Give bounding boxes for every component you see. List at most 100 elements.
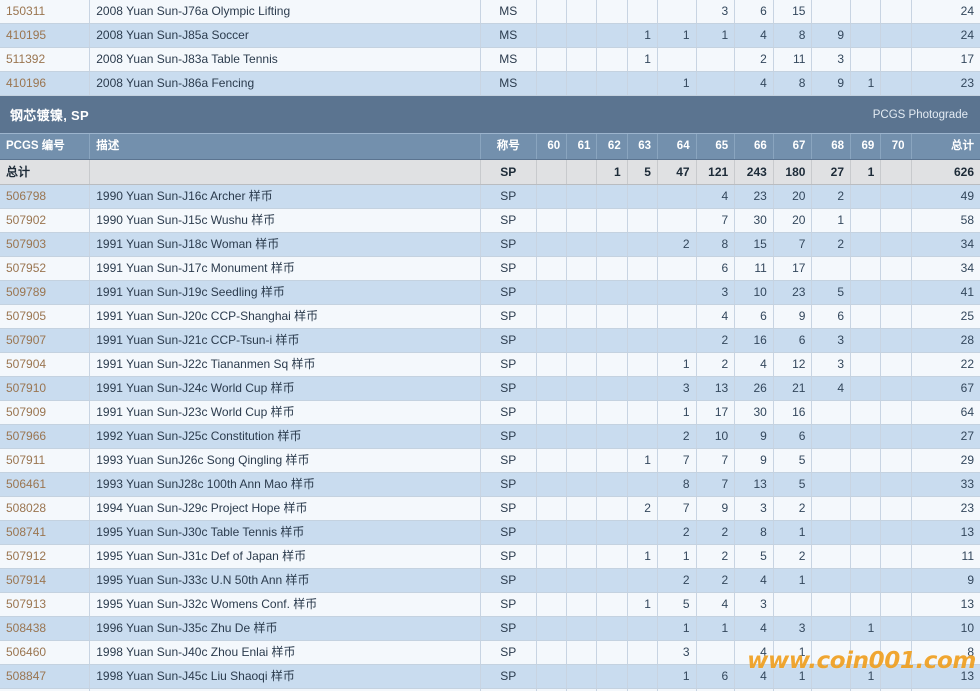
col-header-grade-67[interactable]: 67 (773, 134, 813, 160)
cell-pcgs-number[interactable]: 507907 (0, 328, 91, 353)
cell-pcgs-number[interactable]: 507966 (0, 424, 91, 449)
cell-pcgs-number[interactable]: 511392 (0, 47, 91, 72)
table-row[interactable]: 507907 1991 Yuan Sun-J21c CCP-Tsun-i 样币 SP… (0, 328, 980, 353)
cell-grade-63 (627, 616, 658, 641)
table-row[interactable]: 506460 1998 Yuan Sun-J40c Zhou Enlai 样币 SP… (0, 640, 980, 665)
cell-pcgs-number[interactable]: 507904 (0, 352, 91, 377)
cell-grade-70 (880, 23, 912, 48)
table-row[interactable]: 507913 1995 Yuan Sun-J32c Womens Conf. 样币… (0, 592, 980, 617)
table-row[interactable]: 509789 1991 Yuan Sun-J19c Seedling 样币 SP 3 1… (0, 280, 980, 305)
cell-pcgs-number[interactable]: 506460 (0, 640, 91, 665)
cell-designation: SP (480, 568, 537, 593)
cell-pcgs-number[interactable]: 507912 (0, 544, 91, 569)
cell-pcgs-number[interactable]: 508438 (0, 616, 91, 641)
cell-grade-69: 1 (850, 71, 882, 96)
table-row[interactable]: 507912 1995 Yuan Sun-J31c Def of Japan 样币… (0, 544, 980, 569)
cell-description: 1993 Yuan SunJ26c Song Qingling 样币 (89, 448, 481, 473)
table-row[interactable]: 507914 1995 Yuan Sun-J33c U.N 50th Ann 样币… (0, 568, 980, 593)
totals-grade-66: 243 (734, 159, 774, 185)
table-row[interactable]: 507911 1993 Yuan SunJ26c Song Qingling 样币… (0, 448, 980, 473)
cell-total: 33 (911, 472, 980, 497)
cell-pcgs-number[interactable]: 507911 (0, 448, 91, 473)
cell-pcgs-number[interactable]: 507952 (0, 256, 91, 281)
col-header-total[interactable]: 总计 (911, 134, 980, 160)
col-header-pcgs-number[interactable]: PCGS 编号 (0, 134, 91, 160)
col-header-grade-70[interactable]: 70 (880, 134, 912, 160)
cell-grade-64: 3 (657, 376, 697, 401)
cell-pcgs-number[interactable]: 506461 (0, 472, 91, 497)
cell-grade-61 (566, 520, 598, 545)
cell-pcgs-number[interactable]: 150311 (0, 0, 91, 24)
cell-pcgs-number[interactable]: 507905 (0, 304, 91, 329)
table-row[interactable]: 506798 1990 Yuan Sun-J16c Archer 样币 SP 4 23 2… (0, 184, 980, 209)
cell-pcgs-number[interactable]: 507903 (0, 232, 91, 257)
table-row[interactable]: 507909 1991 Yuan Sun-J23c World Cup 样币 SP 1… (0, 400, 980, 425)
table-row[interactable]: 150311 2008 Yuan Sun-J76a Olympic Lifting… (0, 0, 980, 24)
col-header-grade-60[interactable]: 60 (536, 134, 568, 160)
col-header-description[interactable]: 描述 (89, 134, 481, 160)
cell-grade-65 (696, 47, 736, 72)
table-row[interactable]: 508847 1998 Yuan Sun-J45c Liu Shaoqi 样币 SP… (0, 664, 980, 689)
cell-grade-66: 4 (734, 352, 774, 377)
col-header-grade-65[interactable]: 65 (696, 134, 736, 160)
cell-grade-70 (880, 400, 912, 425)
top-continuation-table: 150311 2008 Yuan Sun-J76a Olympic Lifting… (0, 0, 980, 96)
cell-pcgs-number[interactable]: 507909 (0, 400, 91, 425)
col-header-designation[interactable]: 称号 (480, 134, 537, 160)
col-header-grade-63[interactable]: 63 (627, 134, 658, 160)
col-header-grade-64[interactable]: 64 (657, 134, 697, 160)
cell-grade-68: 2 (811, 232, 852, 257)
cell-pcgs-number[interactable]: 507902 (0, 208, 91, 233)
cell-pcgs-number[interactable]: 508847 (0, 664, 91, 689)
cell-grade-68: 3 (811, 328, 852, 353)
cell-pcgs-number[interactable]: 507914 (0, 568, 91, 593)
col-header-grade-68[interactable]: 68 (811, 134, 852, 160)
col-header-grade-69[interactable]: 69 (850, 134, 882, 160)
table-row[interactable]: 511392 2008 Yuan Sun-J83a Table Tennis MS 1… (0, 47, 980, 72)
table-row[interactable]: 507966 1992 Yuan Sun-J25c Constitution 样币… (0, 424, 980, 449)
cell-grade-61 (566, 352, 598, 377)
cell-grade-70 (880, 592, 912, 617)
cell-pcgs-number[interactable]: 507915 (0, 688, 91, 691)
cell-pcgs-number[interactable]: 509789 (0, 280, 91, 305)
cell-pcgs-number[interactable]: 410195 (0, 23, 91, 48)
table-row[interactable]: 508438 1996 Yuan Sun-J35c Zhu De 样币 SP 1 1 4 3… (0, 616, 980, 641)
cell-description: 2008 Yuan Sun-J76a Olympic Lifting (89, 0, 481, 24)
table-row[interactable]: 508741 1995 Yuan Sun-J30c Table Tennis 样币… (0, 520, 980, 545)
cell-designation: SP (480, 664, 537, 689)
cell-grade-70 (880, 280, 912, 305)
cell-description: 1992 Yuan Sun-J25c Constitution 样币 (89, 424, 481, 449)
table-row[interactable]: 410196 2008 Yuan Sun-J86a Fencing MS 1 4 8 9 1 2… (0, 71, 980, 96)
col-header-grade-61[interactable]: 61 (566, 134, 598, 160)
cell-grade-68 (811, 544, 852, 569)
totals-total: 626 (911, 159, 980, 185)
cell-total: 58 (911, 208, 980, 233)
table-row[interactable]: 410195 2008 Yuan Sun-J85a Soccer MS 1 1 1 4 8 9 2… (0, 23, 980, 48)
cell-pcgs-number[interactable]: 506798 (0, 184, 91, 209)
cell-grade-63: 1 (627, 448, 658, 473)
table-row[interactable]: 507902 1990 Yuan Sun-J15c Wushu 样币 SP 7 30 20… (0, 208, 980, 233)
table-row[interactable]: 507952 1991 Yuan Sun-J17c Monument 样币 SP 6 1… (0, 256, 980, 281)
cell-pcgs-number[interactable]: 507913 (0, 592, 91, 617)
table-row[interactable]: 506461 1993 Yuan SunJ28c 100th Ann Mao 样币… (0, 472, 980, 497)
table-row[interactable]: 507903 1991 Yuan Sun-J18c Woman 样币 SP 2 8 15 7… (0, 232, 980, 257)
cell-pcgs-number[interactable]: 410196 (0, 71, 91, 96)
table-row[interactable]: 508028 1994 Yuan Sun-J29c Project Hope 样币… (0, 496, 980, 521)
cell-grade-69 (850, 496, 882, 521)
cell-grade-60 (536, 232, 568, 257)
cell-grade-68: 1 (811, 208, 852, 233)
cell-pcgs-number[interactable]: 507910 (0, 376, 91, 401)
cell-grade-70 (880, 208, 912, 233)
cell-grade-63 (627, 256, 658, 281)
cell-pcgs-number[interactable]: 508028 (0, 496, 91, 521)
cell-grade-61 (566, 328, 598, 353)
table-row[interactable]: 507910 1991 Yuan Sun-J24c World Cup 样币 SP 3… (0, 376, 980, 401)
cell-grade-69 (850, 688, 882, 691)
col-header-grade-62[interactable]: 62 (596, 134, 628, 160)
table-row[interactable]: 507905 1991 Yuan Sun-J20c CCP-Shanghai 样币… (0, 304, 980, 329)
cell-pcgs-number[interactable]: 508741 (0, 520, 91, 545)
population-table: PCGS 编号 描述 称号 60 61 62 63 64 65 66 67 68… (0, 134, 980, 691)
table-row[interactable]: 5079151999 Yuan SunJ48c 50th Ann PPCC 样币… (0, 688, 980, 691)
col-header-grade-66[interactable]: 66 (734, 134, 774, 160)
table-row[interactable]: 507904 1991 Yuan Sun-J22c Tiananmen Sq 样币… (0, 352, 980, 377)
